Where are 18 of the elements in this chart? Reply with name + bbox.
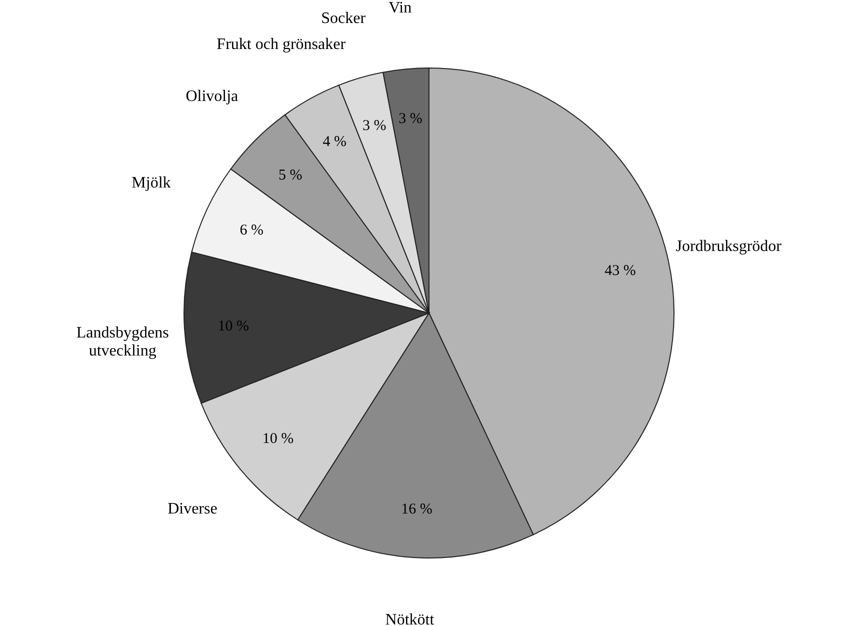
data-label: 3 %	[398, 110, 422, 127]
slice-label: Landsbygdens utveckling	[76, 324, 169, 360]
data-label: 6 %	[240, 222, 264, 239]
data-label: 16 %	[401, 502, 432, 518]
slice-label: Diverse	[168, 500, 218, 518]
slice-label: Nötkött	[385, 611, 435, 626]
data-label: 10 %	[262, 430, 294, 447]
data-label: 5 %	[278, 167, 302, 184]
slice-label: Vin	[388, 0, 412, 16]
slice-label: Jordbruksgrödor	[676, 238, 782, 256]
slice-label: Frukt och grönsaker	[216, 36, 346, 53]
slice-label: Mjölk	[132, 174, 171, 192]
data-label: 4 %	[322, 134, 346, 150]
data-label: 3 %	[362, 118, 386, 134]
data-label: 10 %	[218, 318, 250, 334]
data-label: 43 %	[604, 263, 636, 280]
slice-label: Socker	[321, 10, 366, 28]
slice-label: Olivolja	[186, 88, 238, 105]
